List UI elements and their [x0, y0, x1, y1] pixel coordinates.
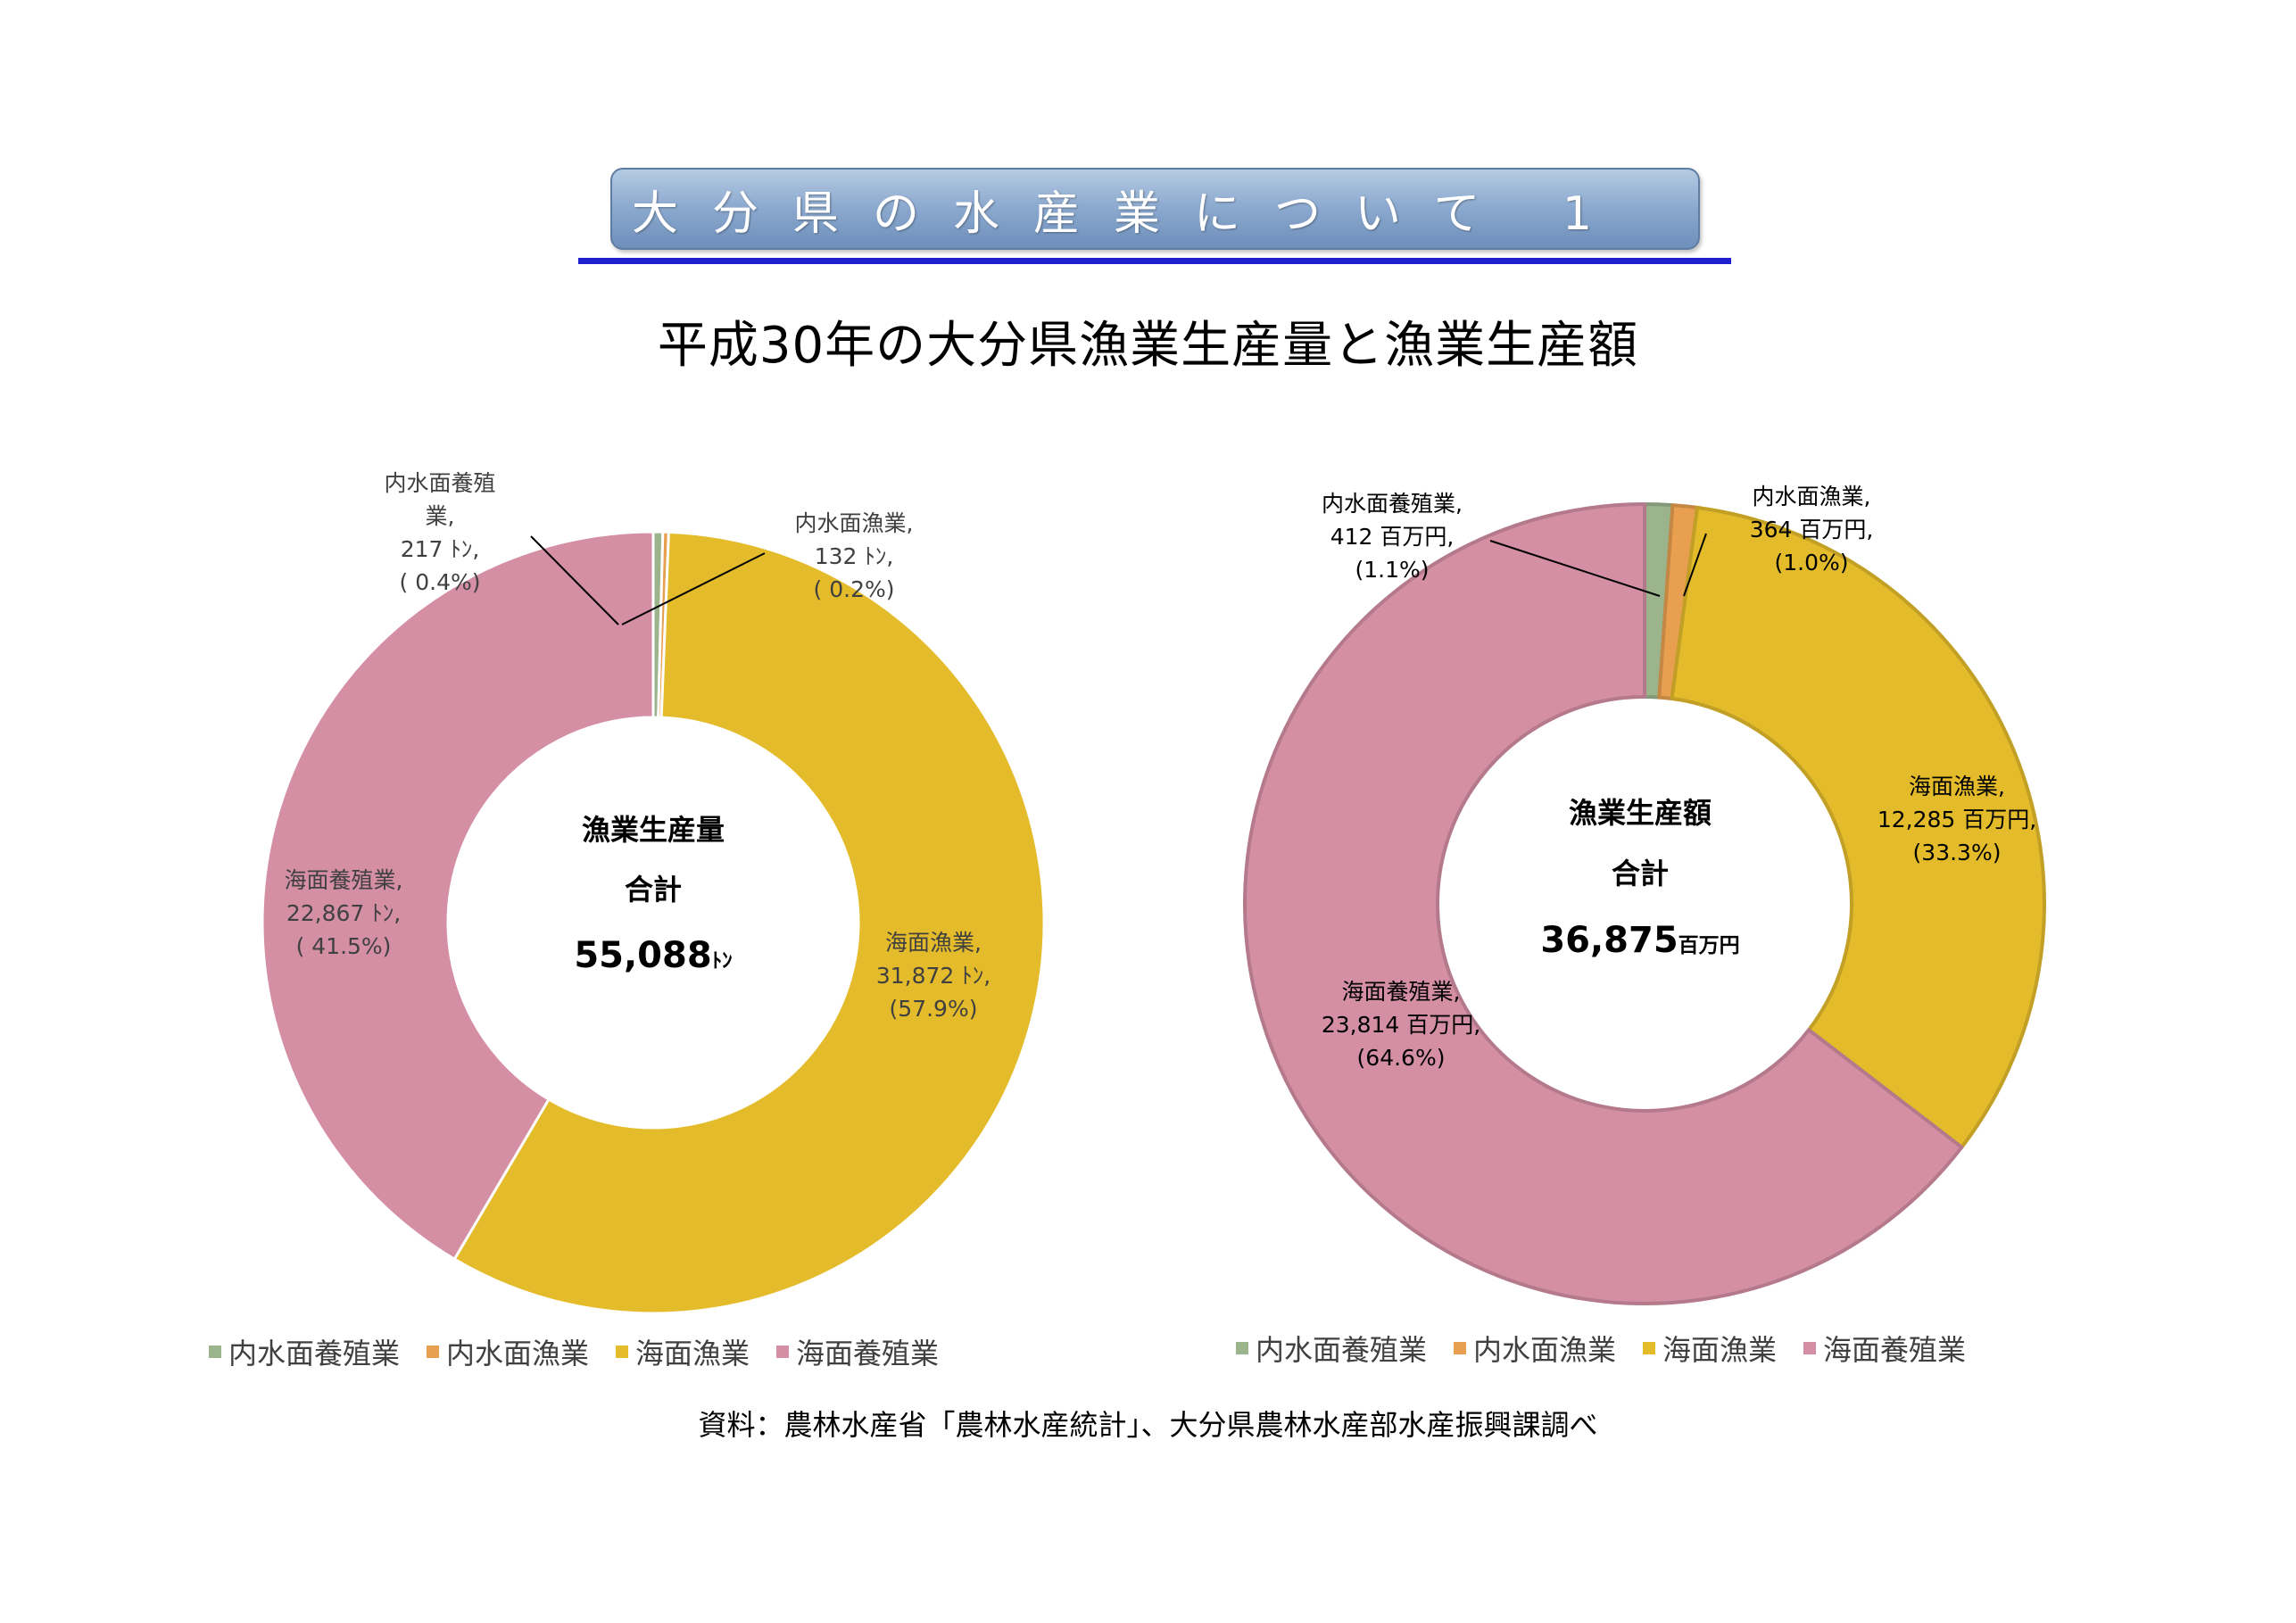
legend-item-inland-aquaculture: 内水面養殖業: [209, 1331, 400, 1372]
legend-swatch: [209, 1346, 221, 1358]
label-line: 内水面漁業,: [1753, 484, 1871, 509]
leader-line-inland-aquaculture: [530, 535, 619, 625]
legend-item-inland-fishery: 内水面漁業: [1454, 1328, 1616, 1369]
center-total-unit: 百万円: [1678, 934, 1740, 957]
label-line: 22,867 ﾄﾝ,: [286, 900, 401, 926]
label-marine-aquaculture: 海面養殖業, 22,867 ﾄﾝ, ( 41.5%): [285, 867, 403, 959]
label-line: 内水面養殖: [384, 470, 495, 496]
label-line: 23,814 百万円,: [1322, 1012, 1480, 1038]
slice-marine-aquaculture: [1243, 502, 1964, 1305]
label-line: 海面漁業,: [885, 930, 982, 956]
label-line: ( 0.2%): [814, 576, 895, 602]
legend-swatch: [1454, 1342, 1467, 1354]
page-title: 大分県の水産業について 1: [632, 186, 1627, 241]
label-line: 海面漁業,: [1909, 774, 2005, 799]
legend-label: 海面養殖業: [1823, 1333, 1967, 1367]
legend-volume: 内水面養殖業 内水面漁業 海面漁業 海面養殖業: [209, 1331, 966, 1372]
label-line: 海面養殖業,: [1342, 979, 1461, 1005]
label-line: 412 百万円,: [1330, 524, 1455, 550]
label-marine-fishery: 海面漁業, 12,285 百万円, (33.3%): [1877, 774, 2036, 865]
label-inland-aquaculture: 内水面養殖業, 217 ﾄﾝ, ( 0.4%): [384, 470, 495, 595]
label-marine-fishery: 海面漁業, 31,872 ﾄﾝ, (57.9%): [876, 930, 991, 1022]
label-line: ( 0.4%): [400, 569, 481, 595]
center-total-value: 55,088: [574, 935, 711, 976]
label-line: ( 41.5%): [296, 933, 392, 959]
label-marine-aquaculture: 海面養殖業, 23,814 百万円, (64.6%): [1322, 979, 1480, 1071]
center-subtitle: 合計: [1612, 857, 1669, 890]
legend-item-inland-aquaculture: 内水面養殖業: [1236, 1328, 1427, 1369]
legend-swatch: [427, 1346, 440, 1358]
legend-label: 内水面漁業: [446, 1337, 590, 1370]
center-total-value: 36,875: [1540, 920, 1678, 961]
leader-line-inland-aquaculture: [1489, 540, 1661, 597]
label-line: (33.3%): [1913, 840, 2002, 865]
label-line: (1.1%): [1355, 557, 1429, 583]
label-line: 31,872 ﾄﾝ,: [876, 963, 991, 989]
label-line: 132 ﾄﾝ,: [815, 543, 894, 569]
legend-swatch: [616, 1346, 629, 1358]
legend-item-marine-aquaculture: 海面養殖業: [776, 1331, 939, 1372]
leader-lines: [530, 535, 766, 625]
label-line: 内水面養殖業,: [1322, 491, 1463, 517]
slice-marine-fishery: [1670, 505, 2046, 1149]
label-inland-aquaculture: 内水面養殖業, 412 百万円, (1.1%): [1322, 491, 1463, 583]
center-title: 漁業生産量: [582, 813, 725, 847]
slice-labels: 内水面養殖業, 217 ﾄﾝ, ( 0.4%) 内水面漁業, 132 ﾄﾝ, ( 0.2%…: [285, 470, 991, 1022]
label-line: 業,: [426, 503, 455, 529]
chart-subtitle: 平成30年の大分県漁業生産量と漁業生産額: [657, 317, 1639, 375]
slice-marine-fishery: [452, 530, 1046, 1315]
label-line: 364 百万円,: [1750, 517, 1874, 542]
legend-item-marine-aquaculture: 海面養殖業: [1803, 1328, 1966, 1369]
label-line: (57.9%): [890, 996, 978, 1022]
legend-label: 海面漁業: [635, 1337, 750, 1370]
legend-label: 内水面養殖業: [1256, 1333, 1428, 1367]
legend-item-marine-fishery: 海面漁業: [616, 1331, 750, 1372]
legend-label: 内水面漁業: [1473, 1333, 1617, 1367]
label-line: 内水面漁業,: [795, 510, 914, 536]
slice-labels: 内水面養殖業, 412 百万円, (1.1%) 内水面漁業, 364 百万円, (1.0%…: [1322, 484, 2036, 1071]
leader-line-inland-fishery: [1683, 533, 1707, 597]
legend-label: 海面養殖業: [796, 1337, 940, 1370]
donut-slices: [261, 530, 1046, 1315]
slice-marine-aquaculture: [261, 530, 655, 1261]
leader-line-inland-fishery: [621, 552, 766, 625]
legend-label: 海面漁業: [1662, 1333, 1778, 1367]
legend-item-inland-fishery: 内水面漁業: [427, 1331, 589, 1372]
label-line: 217 ﾄﾝ,: [401, 536, 480, 562]
label-line: (64.6%): [1357, 1045, 1446, 1071]
source-note: 資料：農林水産省「農林水産統計」、大分県農林水産部水産振興課調べ: [698, 1408, 1598, 1442]
production-value-donut: 内水面養殖業, 412 百万円, (1.1%) 内水面漁業, 364 百万円, (1.0%…: [1243, 484, 2046, 1305]
legend-swatch: [776, 1346, 790, 1358]
donut-slices: [1243, 502, 2046, 1305]
title-banner: 大分県の水産業について 1: [610, 168, 1700, 250]
production-volume-donut: 内水面養殖業, 217 ﾄﾝ, ( 0.4%) 内水面漁業, 132 ﾄﾝ, ( 0.2%…: [261, 470, 1046, 1315]
center-subtitle: 合計: [625, 873, 682, 907]
center-total-unit: ﾄﾝ: [712, 949, 733, 973]
center-total: 55,088ﾄﾝ: [574, 935, 732, 976]
title-underline: [578, 258, 1731, 264]
legend-swatch: [1803, 1342, 1817, 1354]
label-line: (1.0%): [1774, 550, 1848, 576]
legend-item-marine-fishery: 海面漁業: [1643, 1328, 1777, 1369]
label-inland-fishery: 内水面漁業, 364 百万円, (1.0%): [1750, 484, 1874, 576]
leader-lines: [1489, 533, 1707, 597]
legend-label: 内水面養殖業: [228, 1337, 401, 1370]
legend-value: 内水面養殖業 内水面漁業 海面漁業 海面養殖業: [1236, 1328, 1993, 1369]
center-title: 漁業生産額: [1569, 796, 1712, 830]
center-total: 36,875百万円: [1540, 920, 1739, 961]
legend-swatch: [1643, 1342, 1656, 1354]
label-line: 12,285 百万円,: [1877, 807, 2036, 832]
legend-swatch: [1236, 1342, 1248, 1354]
label-line: 海面養殖業,: [285, 867, 403, 893]
label-inland-fishery: 内水面漁業, 132 ﾄﾝ, ( 0.2%): [795, 510, 914, 602]
